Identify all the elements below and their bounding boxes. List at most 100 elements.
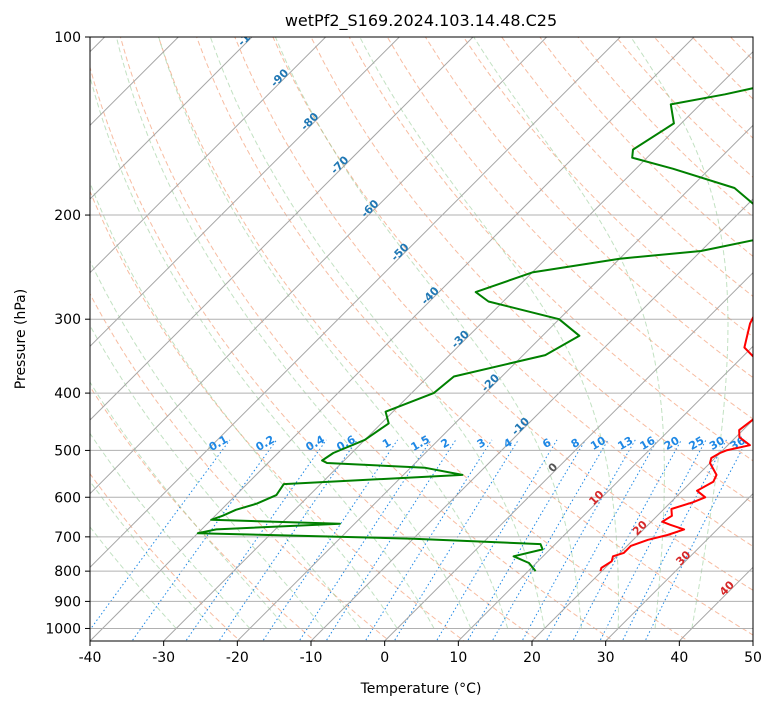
isotherm-line	[90, 37, 253, 200]
y-tick-label: 900	[54, 594, 81, 610]
y-tick-label: 400	[54, 386, 81, 402]
isotherm-line	[90, 37, 548, 495]
dry-adiabat-line	[90, 385, 316, 641]
dry-adiabat-line	[310, 37, 753, 504]
isotherm-label: -50	[388, 240, 411, 263]
mixing-ratio-label: 2	[439, 436, 452, 451]
mixing-ratio-line	[90, 439, 231, 631]
y-tick-label: 800	[54, 564, 81, 580]
isotherm-line	[236, 124, 753, 641]
dry-adiabat-line	[196, 37, 753, 636]
isotherm-label: 10	[586, 488, 606, 508]
x-axis-ticks: -40 -30 -20 -10 0 10 20 30 40 50	[79, 641, 762, 666]
y-tick-label: 200	[54, 208, 81, 224]
mixing-ratio-line	[435, 439, 558, 641]
mixing-ratio-line	[298, 439, 432, 641]
y-tick-label: 600	[54, 490, 81, 506]
mixing-ratio-label: 1	[380, 436, 393, 451]
mixing-ratio-line	[364, 439, 493, 641]
isotherm-line	[604, 492, 753, 641]
dry-adiabat-line	[769, 37, 775, 643]
temperature-line	[599, 315, 753, 572]
moist-adiabat-line	[90, 480, 214, 629]
isotherm-line	[90, 37, 327, 274]
x-tick-label: 20	[523, 650, 541, 666]
dry-adiabat-line	[90, 472, 241, 641]
y-axis-ticks: 100 200 300 400 500 600 700 800 900 1000	[45, 30, 90, 637]
moist-adiabat-line	[90, 259, 361, 629]
moist-adiabat-line	[473, 37, 665, 629]
isotherm-line	[90, 37, 622, 569]
grid-lines	[90, 37, 753, 641]
dry-adiabat-line	[386, 37, 753, 420]
x-tick-label: -40	[79, 650, 102, 666]
x-tick-label: 40	[670, 650, 688, 666]
mixing-ratio-line	[621, 439, 727, 641]
mixing-ratio-line	[262, 439, 399, 641]
isotherm-line	[457, 345, 753, 641]
y-tick-label: 300	[54, 312, 81, 328]
y-tick-label: 100	[54, 30, 81, 46]
moist-adiabat-line	[359, 37, 619, 629]
mixing-ratio-label: 6	[540, 436, 553, 451]
moist-adiabat-line	[158, 37, 509, 629]
y-tick-label: 500	[54, 443, 81, 459]
mixing-ratio-line	[393, 439, 519, 641]
x-tick-label: 50	[744, 650, 762, 666]
isotherm-label: 20	[630, 518, 650, 538]
isotherm-line	[90, 37, 401, 348]
isotherm-label: -10	[509, 415, 532, 438]
isotherm-label: -40	[419, 284, 442, 307]
chart-title: wetPf2_S169.2024.103.14.48.C25	[285, 11, 557, 31]
y-tick-label: 1000	[45, 621, 81, 637]
isotherm-line	[383, 271, 753, 641]
mixing-ratio-line	[185, 439, 327, 641]
isotherm-label: -20	[479, 371, 502, 394]
mixing-ratio-label: 8	[569, 436, 582, 451]
mixing-ratio-line	[325, 439, 457, 641]
mixing-ratio-line	[644, 439, 748, 641]
x-tick-label: 30	[597, 650, 615, 666]
y-tick-label: 700	[54, 530, 81, 546]
profile-lines	[196, 87, 753, 572]
isotherm-line	[752, 640, 753, 641]
isotherm-label: -80	[298, 110, 321, 133]
moist-adiabat-line	[115, 37, 472, 629]
x-tick-label: 10	[449, 650, 467, 666]
mixing-ratio-line	[131, 439, 278, 641]
moist-adiabat-line	[274, 37, 582, 629]
x-tick-label: 0	[380, 650, 389, 666]
moist-adiabat-line	[90, 181, 398, 629]
dry-adiabat-line	[90, 65, 540, 641]
isotherm-line	[310, 198, 753, 641]
isotherm-label: -30	[449, 328, 472, 351]
mixing-ratio-line	[545, 439, 658, 641]
moist-adiabat-line	[90, 432, 251, 629]
moist-adiabat-line	[90, 526, 177, 629]
background-reference-lines	[90, 37, 775, 643]
mixing-ratio-line	[599, 439, 707, 641]
isotherm-line	[162, 50, 753, 641]
mixing-ratio-line	[572, 439, 682, 641]
moist-adiabat-line	[90, 324, 324, 629]
x-tick-label: -10	[300, 650, 323, 666]
x-tick-label: -30	[152, 650, 175, 666]
moist-adiabat-line	[209, 37, 545, 629]
dry-adiabat-line	[463, 37, 753, 338]
isotherm-line	[90, 37, 474, 421]
x-axis-label: Temperature (°C)	[360, 681, 482, 697]
x-tick-label: -20	[226, 650, 249, 666]
dewpoint-line	[196, 87, 753, 572]
moist-adiabat-line	[90, 381, 288, 629]
isotherm-label: 40	[717, 578, 737, 598]
reference-line-labels: 0.1 0.2 0.4 0.6 1 1.5 2 3 4 6 8 10 13 16 20 25 30 36-100-…	[207, 37, 748, 598]
isotherm-line	[531, 419, 753, 641]
dry-adiabat-line	[653, 37, 753, 139]
dry-adiabat-line	[90, 292, 391, 641]
isotherm-line	[90, 37, 695, 641]
isotherm-label: 30	[673, 548, 693, 568]
y-axis-label: Pressure (hPa)	[13, 289, 29, 389]
dry-adiabat-line	[90, 190, 465, 641]
dry-adiabat-line	[234, 37, 753, 591]
